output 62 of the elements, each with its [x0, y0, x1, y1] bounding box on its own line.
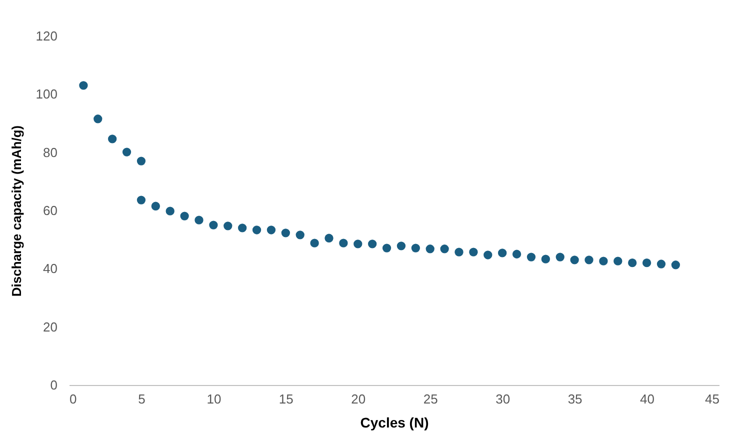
point — [642, 258, 652, 268]
x-tick-label: 30 — [496, 392, 510, 406]
point — [512, 250, 522, 258]
point — [166, 206, 174, 216]
point — [671, 260, 680, 270]
point — [94, 114, 102, 124]
point — [281, 228, 290, 238]
point — [556, 252, 564, 262]
point — [484, 250, 492, 260]
x-tick-label: 15 — [278, 392, 294, 406]
point — [411, 244, 420, 252]
point — [396, 242, 406, 250]
point — [339, 238, 348, 248]
y-tick-label: 120 — [36, 28, 58, 44]
point — [79, 81, 88, 90]
point — [440, 244, 449, 254]
point — [382, 244, 392, 252]
y-tick-label: 0 — [50, 378, 58, 392]
point — [224, 222, 232, 230]
point — [426, 244, 434, 254]
x-tick-label: 10 — [206, 392, 222, 406]
y-tick-label: 20 — [43, 319, 58, 334]
point — [180, 212, 189, 220]
x-axis-title: Cycles (N) — [360, 414, 429, 430]
point — [194, 216, 204, 224]
point — [108, 134, 117, 144]
point — [541, 254, 550, 264]
point — [570, 256, 579, 264]
x-tick-label: 5 — [138, 392, 146, 406]
point — [252, 226, 262, 234]
point — [151, 202, 160, 210]
point — [368, 240, 377, 248]
point — [136, 156, 146, 166]
y-axis-title: Discharge capacity (mAh/g) — [8, 125, 24, 297]
point — [614, 256, 622, 266]
y-tick-label: 40 — [43, 261, 58, 276]
x-tick-label: 35 — [568, 392, 582, 406]
point — [469, 248, 478, 256]
x-tick-label: 40 — [640, 392, 655, 406]
x-tick-label: 0 — [70, 392, 77, 406]
y-tick-label: 60 — [43, 203, 58, 218]
x-tick-label: 20 — [351, 392, 366, 406]
point — [296, 230, 304, 240]
x-tick-label: 25 — [423, 392, 438, 406]
point — [238, 224, 247, 232]
point — [310, 238, 319, 248]
point — [136, 196, 146, 204]
y-tick-label: 100 — [36, 86, 58, 102]
point — [324, 234, 334, 242]
point — [498, 248, 507, 258]
point — [526, 252, 536, 262]
point — [122, 148, 132, 156]
point — [628, 258, 637, 268]
point — [599, 256, 608, 266]
point — [266, 226, 276, 234]
point — [454, 248, 464, 256]
point — [656, 260, 666, 268]
y-tick-label: 80 — [43, 144, 58, 160]
x-tick-label: 45 — [705, 392, 720, 406]
point — [209, 220, 218, 230]
point — [584, 256, 594, 264]
point — [354, 240, 362, 248]
